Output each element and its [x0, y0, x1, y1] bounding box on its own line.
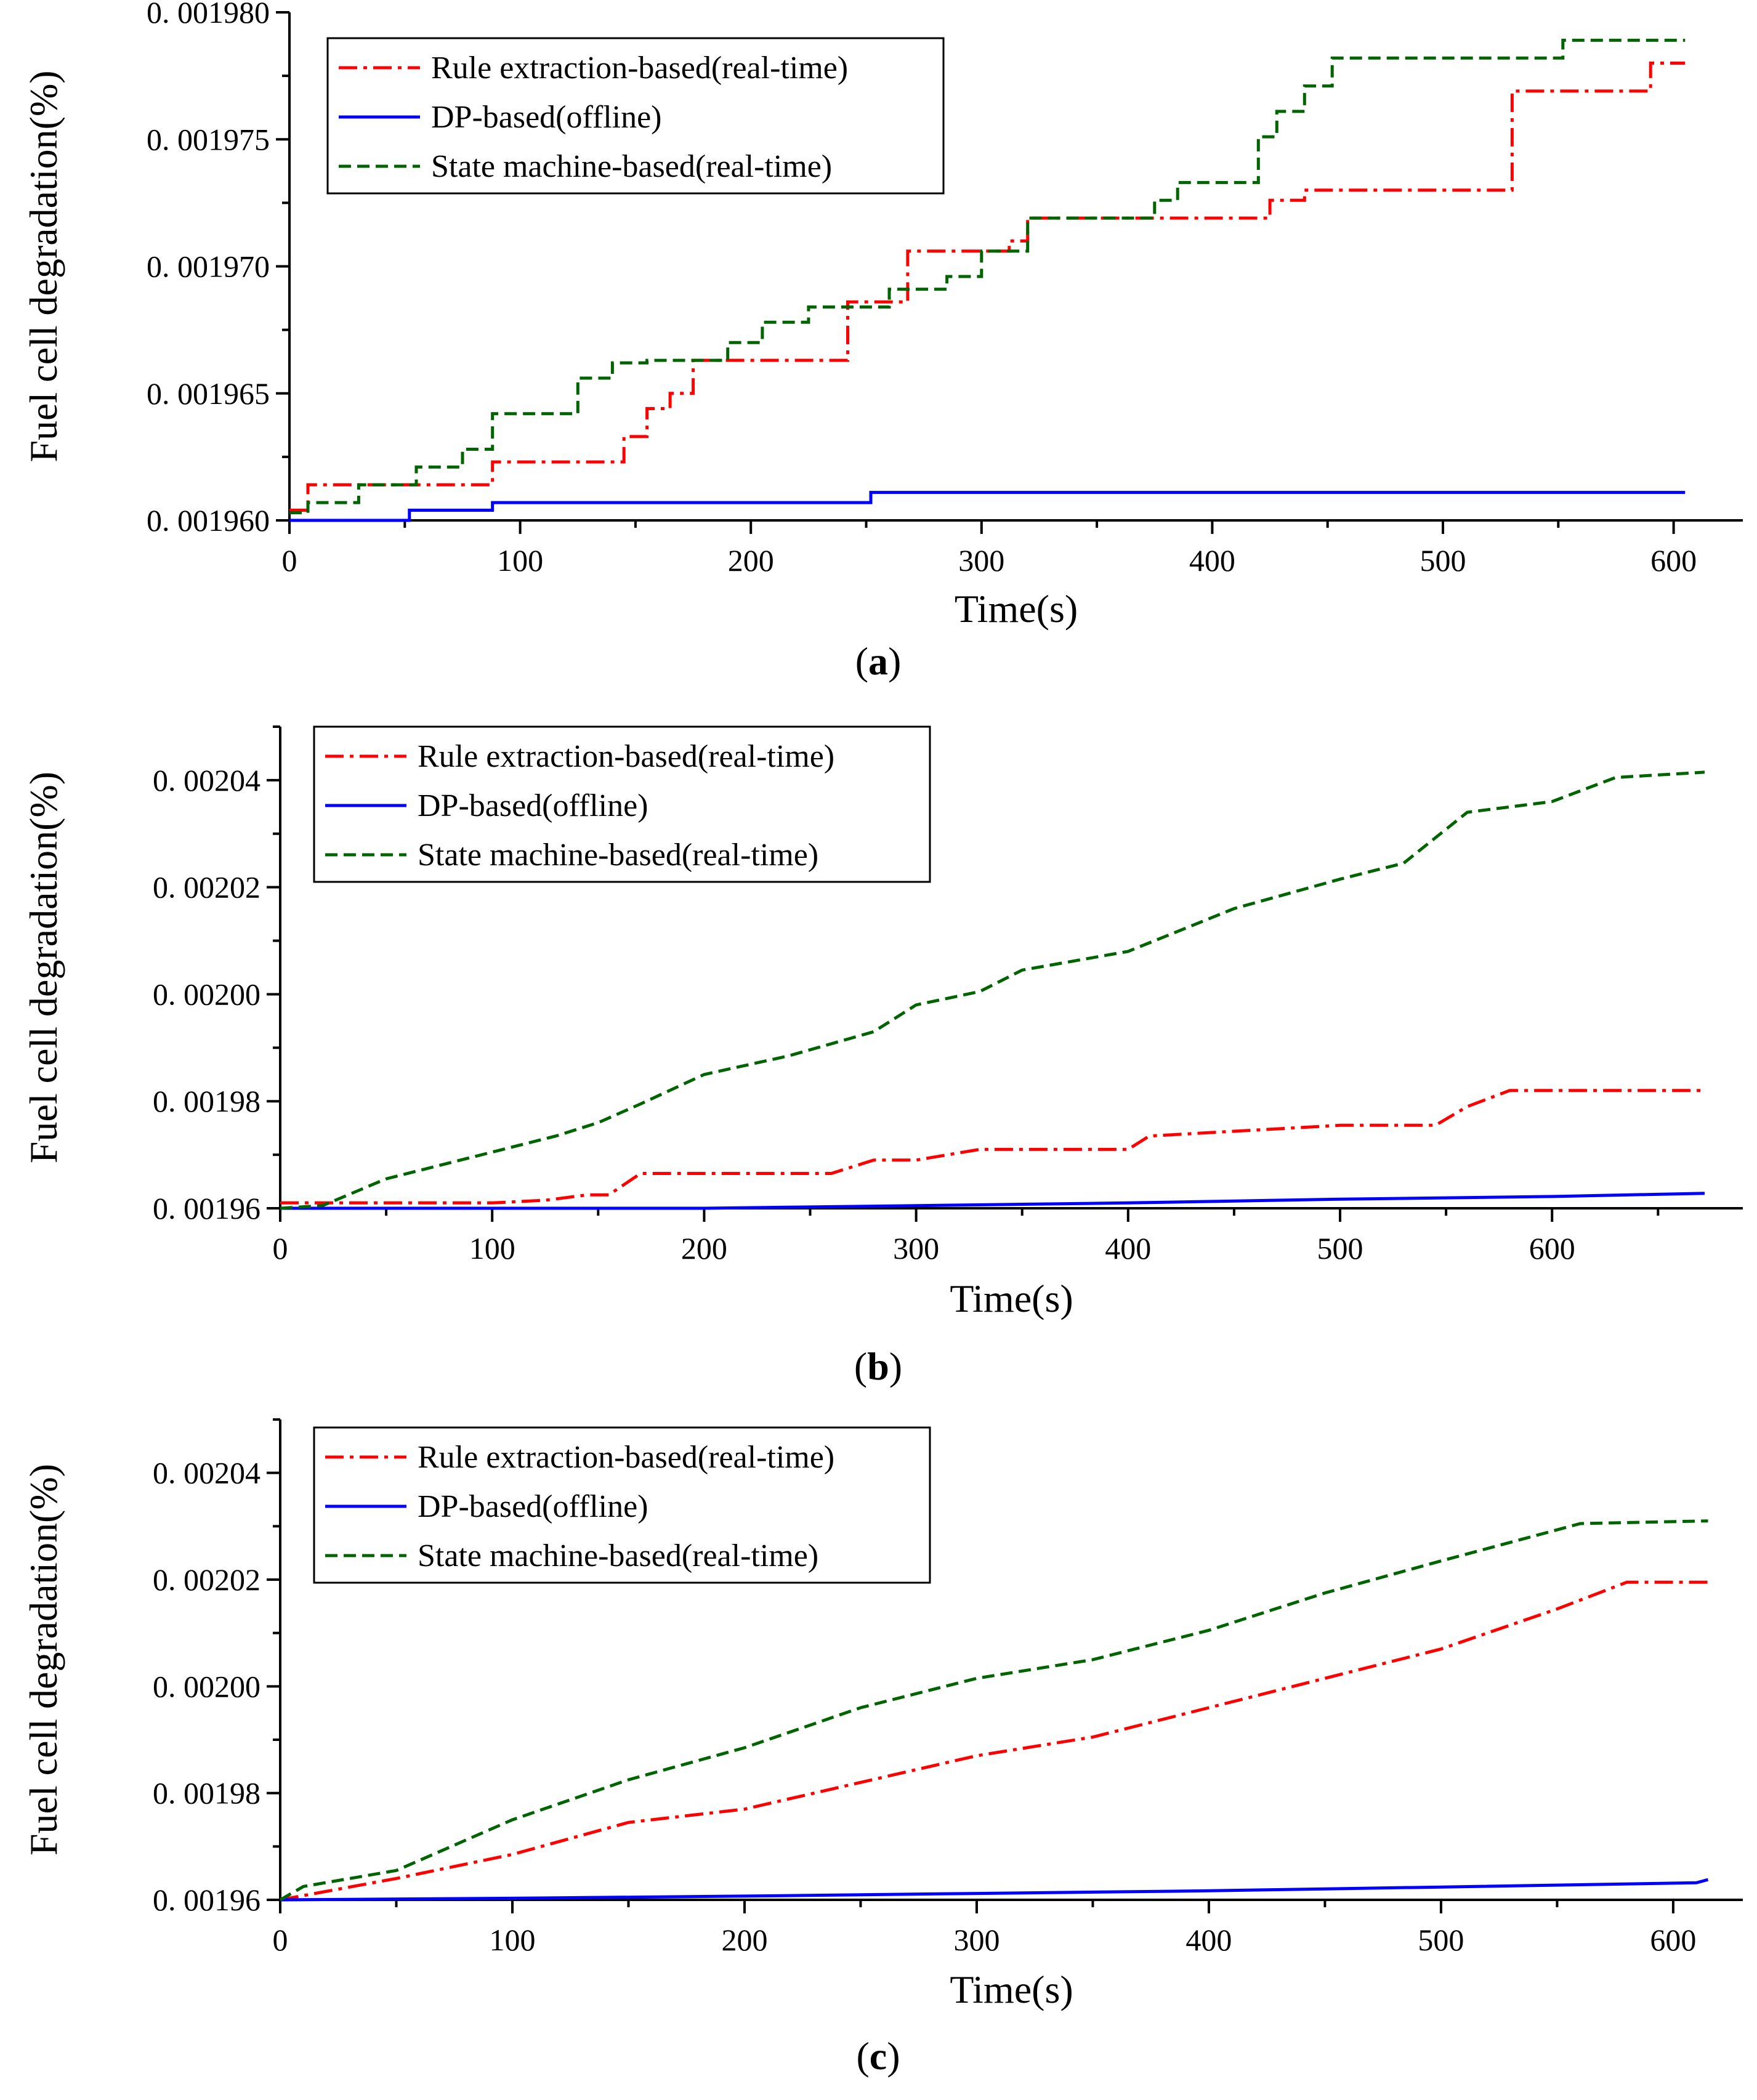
legend: Rule extraction-based(real-time) DP-based…	[313, 1426, 931, 1584]
legend-label-1: Rule extraction-based(real-time)	[431, 50, 848, 86]
y-tick-label: 0. 00196	[153, 1191, 261, 1226]
x-tick-label: 400	[1105, 1231, 1151, 1266]
y-tick-label: 0. 001970	[147, 249, 270, 284]
series-line-1	[280, 1580, 1708, 1902]
panel-label: (a)	[855, 639, 902, 683]
y-tick-label: 0. 00200	[153, 977, 261, 1011]
panel-3: 0 100 200 300 400 500 600 0. 00196 0. 00198 0. 00…	[22, 1418, 1743, 2078]
series-line-2	[289, 491, 1686, 522]
series-line-1	[289, 62, 1686, 512]
x-axis-title: Time(s)	[950, 1277, 1073, 1320]
y-tick-label: 0. 001980	[147, 0, 270, 30]
series-line-2	[280, 1878, 1709, 1902]
x-tick-label: 300	[958, 543, 1004, 578]
panel-label: (c)	[856, 2034, 900, 2078]
x-tick-label: 300	[953, 1923, 1000, 1957]
x-axis-title: Time(s)	[950, 1968, 1073, 2011]
legend-label-3: State machine-based(real-time)	[431, 149, 832, 184]
y-axis-title: Fuel cell degradation(%)	[22, 772, 65, 1163]
panel-2: 0 100 200 300 400 500 600 0. 00196 0. 00198 0. 00…	[22, 725, 1743, 1388]
legend: Rule extraction-based(real-time) DP-based…	[326, 37, 945, 195]
x-tick-label: 600	[1529, 1231, 1575, 1266]
x-tick-label: 200	[721, 1923, 767, 1957]
panel-1: 0 100 200 300 400 500 600 0. 001960 0. 001965 0. …	[22, 0, 1743, 683]
y-tick-label: 0. 00202	[153, 870, 261, 905]
series-line-3	[289, 38, 1686, 515]
y-tick-label: 0. 00204	[153, 763, 261, 798]
x-tick-label: 200	[681, 1231, 727, 1266]
y-tick-label: 0. 00198	[153, 1776, 261, 1811]
legend-label-3: State machine-based(real-time)	[418, 1538, 818, 1573]
series-line-2	[280, 1192, 1705, 1210]
y-tick-label: 0. 00196	[153, 1883, 261, 1917]
x-tick-label: 100	[469, 1231, 515, 1266]
legend-label-2: DP-based(offline)	[431, 100, 662, 135]
y-axis-title: Fuel cell degradation(%)	[22, 1464, 65, 1856]
x-tick-label: 500	[1317, 1231, 1363, 1266]
x-axis-title: Time(s)	[955, 587, 1078, 631]
y-tick-label: 0. 00202	[153, 1562, 261, 1597]
x-tick-label: 0	[282, 543, 297, 578]
legend: Rule extraction-based(real-time) DP-based…	[313, 725, 931, 883]
series-line-3	[280, 770, 1705, 1210]
x-tick-label: 200	[728, 543, 774, 578]
y-tick-label: 0. 00200	[153, 1669, 261, 1703]
x-tick-label: 600	[1650, 543, 1697, 578]
y-tick-label: 0. 001965	[147, 376, 270, 411]
x-tick-label: 0	[273, 1231, 288, 1266]
x-tick-label: 400	[1189, 543, 1235, 578]
y-axis-title: Fuel cell degradation(%)	[22, 70, 65, 462]
legend-label-1: Rule extraction-based(real-time)	[418, 1440, 834, 1475]
legend-label-2: DP-based(offline)	[418, 1489, 648, 1524]
x-tick-label: 400	[1185, 1923, 1232, 1957]
legend-box	[313, 1426, 931, 1584]
y-tick-label: 0. 00198	[153, 1084, 261, 1118]
x-tick-label: 100	[497, 543, 543, 578]
legend-box	[313, 725, 931, 883]
legend-label-2: DP-based(offline)	[418, 788, 648, 823]
legend-label-1: Rule extraction-based(real-time)	[418, 739, 834, 774]
series-line-3	[279, 1519, 1708, 1902]
legend-box	[326, 37, 945, 195]
y-tick-label: 0. 001975	[147, 122, 270, 156]
y-tick-label: 0. 00204	[153, 1456, 261, 1490]
x-tick-label: 0	[273, 1923, 288, 1957]
legend-label-3: State machine-based(real-time)	[418, 838, 818, 873]
x-tick-label: 500	[1418, 1923, 1464, 1957]
panel-label: (b)	[854, 1344, 902, 1388]
y-tick-label: 0. 001960	[147, 503, 270, 538]
x-tick-label: 300	[893, 1231, 939, 1266]
x-tick-label: 500	[1420, 543, 1466, 578]
x-tick-label: 100	[489, 1923, 535, 1957]
x-tick-label: 600	[1650, 1923, 1696, 1957]
series-line-1	[280, 1089, 1705, 1205]
